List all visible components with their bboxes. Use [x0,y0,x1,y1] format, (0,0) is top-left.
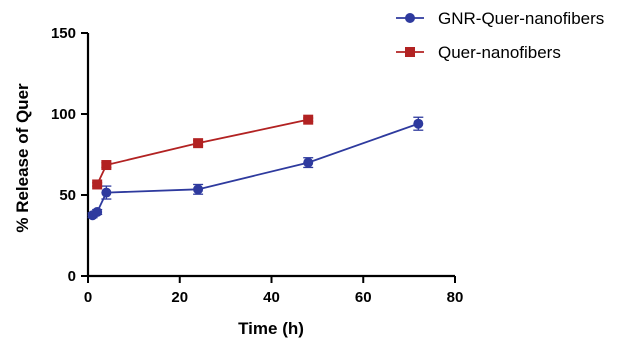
legend-marker [405,13,415,23]
data-point [92,207,103,218]
x-tick-label: 20 [171,289,188,306]
data-point [303,114,314,125]
x-tick-label: 0 [84,289,92,306]
data-point [193,138,204,149]
x-tick-label: 80 [447,289,464,306]
data-point [303,157,314,168]
data-point [101,160,112,171]
axes: 0 50 100 150 0 20 40 60 80 [51,25,463,306]
x-axis-ticks: 0 20 40 60 80 [84,276,464,306]
data-point [92,179,103,190]
x-tick-label: 60 [355,289,372,306]
data-point [413,118,424,129]
y-tick-label: 0 [68,268,76,285]
legend-item-2: Quer-nanofibers [396,43,561,62]
legend: GNR-Quer-nanofibers Quer-nanofibers [396,9,604,62]
x-axis-title: Time (h) [238,319,304,338]
plot-area [87,114,424,221]
y-axis-ticks: 0 50 100 150 [51,25,88,285]
data-point [193,184,204,195]
y-tick-label: 50 [59,187,76,204]
y-axis-title: % Release of Quer [13,83,32,233]
data-point [101,187,112,198]
series-line [96,118,309,185]
y-tick-label: 100 [51,106,76,123]
legend-item-1: GNR-Quer-nanofibers [396,9,604,28]
legend-marker [405,47,415,57]
series-1 [87,116,424,221]
series-line [92,122,419,216]
legend-label: Quer-nanofibers [438,43,561,62]
series-2 [92,114,314,190]
y-tick-label: 150 [51,25,76,42]
legend-label: GNR-Quer-nanofibers [438,9,604,28]
x-tick-label: 40 [263,289,280,306]
